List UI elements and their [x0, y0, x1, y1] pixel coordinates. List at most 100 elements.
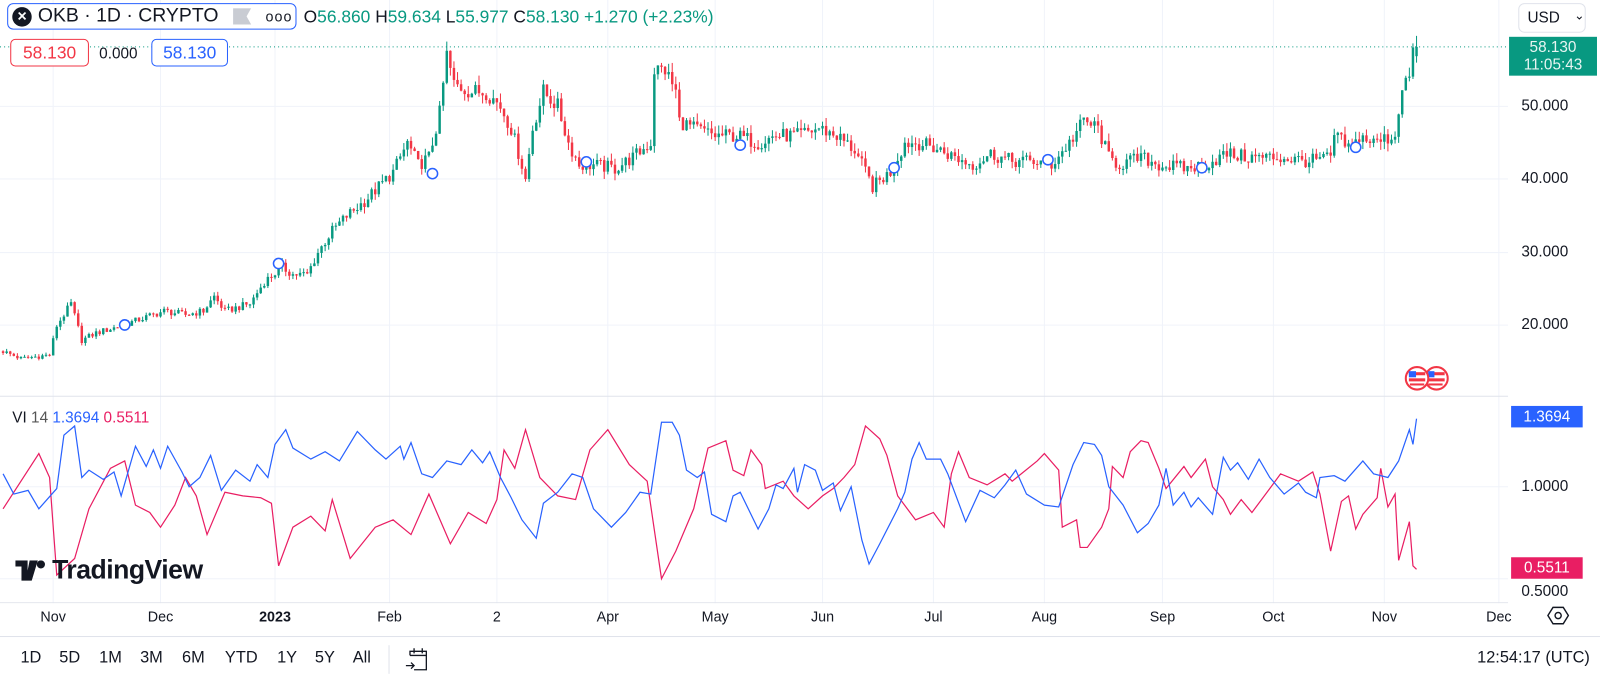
clock[interactable]: 12:54:17 (UTC) — [1477, 649, 1590, 667]
candle-body — [857, 153, 860, 157]
candle-body — [1089, 122, 1093, 126]
candle-body — [277, 267, 280, 276]
candle-body — [341, 215, 345, 222]
candle-body — [320, 246, 323, 253]
candle-body — [631, 152, 635, 166]
candle-body — [26, 356, 30, 358]
candle-body — [1064, 150, 1068, 152]
candle-body — [492, 98, 495, 104]
candle-body — [295, 274, 298, 276]
candle-body — [953, 152, 957, 157]
candle-body — [842, 133, 846, 141]
vi-minus-value: 0.5511 — [103, 409, 150, 427]
us-flag-icon[interactable] — [1424, 366, 1449, 391]
tradingview-logo[interactable]: TradingView — [15, 554, 203, 586]
candle-body — [1415, 46, 1418, 57]
candle-body — [187, 314, 191, 316]
candle-body — [928, 138, 932, 146]
range-5y[interactable]: 5Y — [314, 649, 335, 667]
candle-body — [427, 151, 431, 156]
last-price: 58.130 — [1529, 38, 1577, 57]
candle-body — [445, 50, 449, 83]
candle-body — [105, 328, 109, 332]
event-marker[interactable] — [734, 139, 747, 151]
candle-body — [1318, 157, 1322, 159]
candle-body — [323, 244, 327, 247]
event-marker[interactable] — [118, 319, 131, 331]
candle-body — [914, 143, 917, 145]
candle-body — [978, 163, 982, 169]
range-6m[interactable]: 6M — [181, 649, 205, 667]
candle-body — [1082, 117, 1085, 120]
event-marker[interactable] — [1349, 141, 1362, 154]
range-1m[interactable]: 1M — [99, 649, 122, 667]
candle-body — [1003, 156, 1007, 158]
go-to-date-icon[interactable] — [405, 646, 430, 673]
vi-legend[interactable]: VI 14 1.3694 0.5511 — [12, 409, 149, 426]
candle-body — [567, 135, 570, 143]
candle-body — [316, 252, 320, 264]
us-flag-events[interactable] — [1403, 364, 1454, 393]
candle-body — [474, 85, 477, 94]
event-marker[interactable] — [272, 257, 285, 270]
range-1d[interactable]: 1D — [20, 649, 42, 667]
range-ytd[interactable]: YTD — [224, 649, 258, 667]
event-marker[interactable] — [426, 167, 439, 180]
candle-body — [549, 96, 552, 104]
settings-icon[interactable] — [1547, 604, 1570, 626]
candle-body — [130, 321, 134, 326]
candle-body — [209, 300, 212, 308]
symbol-selector[interactable]: ✕ OKB · 1D · CRYPTO ooo — [7, 3, 297, 30]
candle-body — [348, 209, 352, 218]
candle-body — [1057, 156, 1060, 165]
time-tick: Jun — [810, 608, 835, 625]
candle-body — [1247, 161, 1250, 163]
candle-body — [660, 65, 663, 67]
toolbar-divider — [388, 645, 390, 674]
candle-body — [1068, 139, 1071, 151]
event-marker[interactable] — [580, 156, 593, 168]
range-5d[interactable]: 5D — [59, 649, 81, 667]
candle-body — [134, 317, 137, 322]
candle-body — [1168, 167, 1171, 170]
candle-body — [1028, 155, 1032, 160]
event-marker[interactable] — [888, 161, 900, 174]
candle-body — [177, 310, 180, 314]
buy-button[interactable]: 58.130 — [151, 38, 228, 67]
candle-body — [760, 148, 763, 150]
more-icon[interactable]: ooo — [265, 8, 293, 25]
candle-body — [381, 181, 384, 183]
candle-body — [1214, 161, 1218, 166]
ohlc-legend: O56.860 H59.634 L55.977 C58.130 +1.270 (… — [304, 7, 714, 27]
candle-body — [509, 127, 513, 135]
candle-body — [688, 120, 692, 125]
flag-icon[interactable] — [232, 8, 252, 25]
candle-body — [746, 133, 749, 136]
event-marker[interactable] — [1195, 161, 1208, 174]
sell-button[interactable]: 58.130 — [10, 38, 89, 67]
candle-body — [1035, 164, 1039, 166]
candle-body — [635, 148, 638, 153]
candle-body — [710, 128, 713, 134]
candle-body — [438, 105, 441, 134]
candle-body — [8, 351, 12, 354]
candle-body — [94, 331, 98, 337]
candle-body — [606, 160, 610, 172]
candle-body — [889, 172, 892, 176]
candle-body — [993, 149, 996, 160]
candle-body — [1290, 161, 1293, 163]
range-all[interactable]: All — [352, 649, 371, 667]
candle-body — [363, 203, 366, 207]
event-marker[interactable] — [1042, 153, 1054, 166]
candle-body — [266, 276, 270, 287]
range-3m[interactable]: 3M — [140, 649, 163, 667]
currency-select[interactable]: USD ⌄ — [1518, 3, 1586, 33]
us-flag-icon[interactable] — [1404, 366, 1430, 391]
range-1y[interactable]: 1Y — [277, 649, 298, 667]
candle-body — [832, 131, 835, 136]
candle-body — [102, 328, 105, 335]
candle-body — [152, 313, 155, 315]
candle-body — [656, 65, 660, 75]
chart-canvas[interactable] — [0, 0, 1509, 604]
